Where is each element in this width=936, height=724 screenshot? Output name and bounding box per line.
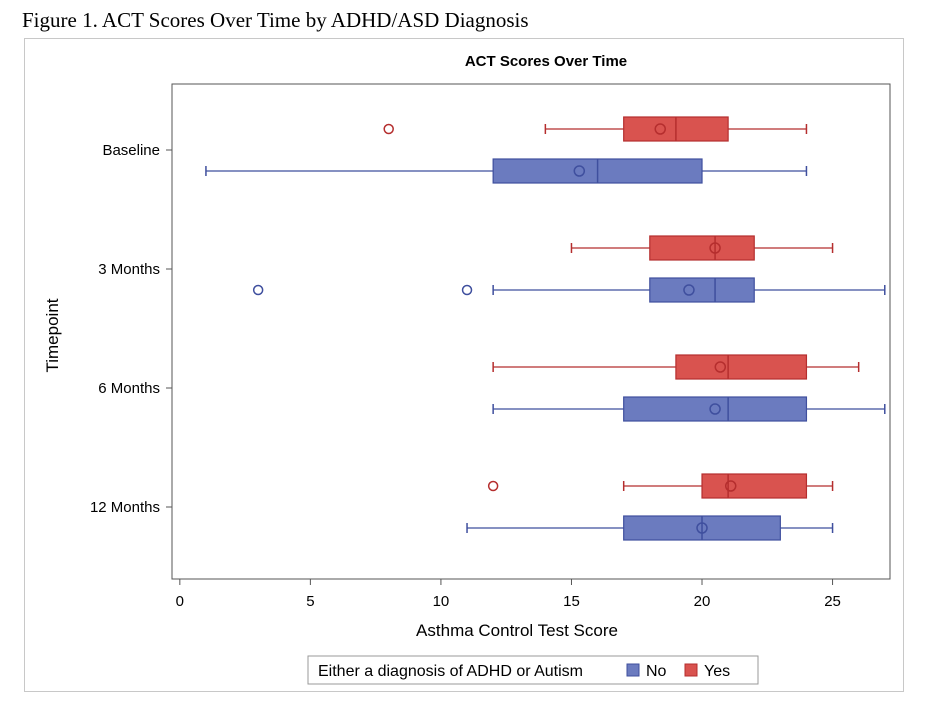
x-tick-label: 25	[824, 593, 841, 610]
x-tick-label: 5	[306, 593, 314, 610]
x-tick-label: 0	[176, 593, 184, 610]
y-tick-label: 12 Months	[90, 499, 160, 516]
box-yes	[675, 354, 808, 380]
y-tick-label: Baseline	[102, 142, 160, 159]
box-no	[623, 396, 808, 422]
mean-marker-yes	[709, 242, 721, 254]
box-yes	[649, 235, 755, 261]
x-tick-label: 10	[433, 593, 450, 610]
y-tick-label: 3 Months	[98, 261, 160, 278]
x-axis-label: Asthma Control Test Score	[416, 621, 618, 640]
legend-title: Either a diagnosis of ADHD or Autism	[318, 663, 583, 680]
legend-label-no: No	[646, 663, 667, 680]
mean-marker-no	[709, 403, 721, 415]
y-tick-label: 6 Months	[98, 380, 160, 397]
figure-caption: Figure 1. ACT Scores Over Time by ADHD/A…	[22, 8, 529, 32]
mean-marker-yes	[714, 361, 727, 373]
outlier-point-no	[252, 284, 264, 296]
legend-label-yes: Yes	[704, 663, 730, 680]
chart-title: ACT Scores Over Time	[465, 53, 627, 70]
mean-marker-no	[573, 165, 586, 177]
mean-marker-yes	[724, 480, 737, 492]
legend-swatch-no	[626, 663, 640, 677]
x-tick-label: 15	[563, 593, 580, 610]
x-tick-label: 20	[694, 593, 711, 610]
outlier-point-yes	[487, 480, 499, 492]
mean-marker-yes	[654, 123, 666, 135]
mean-marker-no	[696, 522, 708, 534]
box-yes	[701, 473, 808, 499]
mean-marker-no	[683, 284, 695, 296]
legend-box	[307, 655, 759, 685]
outlier-point-yes	[383, 123, 394, 135]
y-axis-label: Timepoint	[43, 298, 62, 372]
box-no	[649, 277, 755, 303]
chart-frame	[24, 38, 904, 692]
plot-area-border	[171, 83, 891, 580]
legend-swatch-yes	[684, 663, 698, 677]
outlier-point-no	[461, 284, 473, 296]
